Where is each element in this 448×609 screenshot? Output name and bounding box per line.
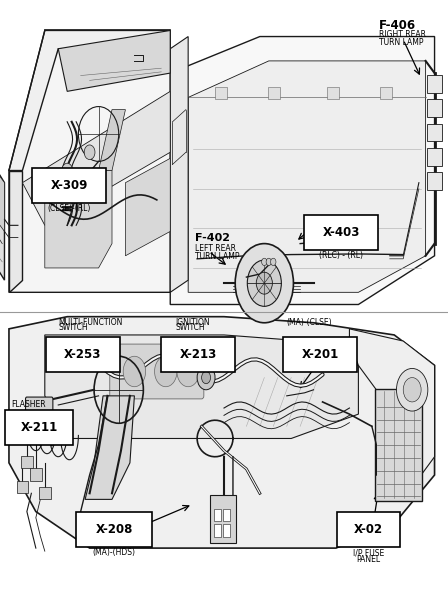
FancyBboxPatch shape [337,512,400,547]
Circle shape [62,163,73,178]
Polygon shape [9,171,22,292]
FancyBboxPatch shape [214,509,221,521]
Circle shape [322,240,327,247]
Circle shape [327,240,332,247]
Circle shape [396,368,428,411]
Circle shape [403,378,421,402]
Circle shape [75,181,86,196]
Polygon shape [22,91,170,225]
Circle shape [271,258,276,266]
Polygon shape [349,329,435,499]
Text: RIGHT REAR: RIGHT REAR [379,30,426,40]
Text: (MA)-(HDS): (MA)-(HDS) [93,548,136,557]
FancyBboxPatch shape [427,124,442,141]
Polygon shape [170,37,435,304]
Text: MULTI-FUNCTION: MULTI-FUNCTION [58,318,123,327]
Circle shape [262,258,267,266]
Circle shape [247,260,281,306]
FancyBboxPatch shape [223,509,230,521]
Text: X-403: X-403 [323,226,360,239]
Text: (CLSE)-(RL): (CLSE)-(RL) [48,204,91,213]
Polygon shape [188,61,426,292]
Text: TURN LAMP: TURN LAMP [195,252,239,261]
FancyBboxPatch shape [76,512,152,547]
FancyBboxPatch shape [210,495,236,543]
Text: TURN LAMP: TURN LAMP [379,38,423,48]
FancyBboxPatch shape [380,87,392,99]
Circle shape [202,371,211,384]
FancyBboxPatch shape [327,87,339,99]
Text: X-02: X-02 [353,523,383,537]
FancyBboxPatch shape [5,410,73,445]
FancyBboxPatch shape [427,172,442,190]
Circle shape [84,145,95,160]
Circle shape [197,365,215,390]
Text: (MA)-(CLSE): (MA)-(CLSE) [287,318,332,327]
FancyBboxPatch shape [375,389,422,501]
Text: PANEL: PANEL [356,555,380,565]
FancyBboxPatch shape [223,524,230,537]
Polygon shape [99,110,125,171]
FancyBboxPatch shape [17,481,28,493]
Text: X-211: X-211 [20,421,58,434]
FancyBboxPatch shape [215,87,227,99]
Text: SWITCH: SWITCH [58,323,88,332]
Text: X-309: X-309 [51,179,88,192]
Polygon shape [125,158,170,256]
FancyBboxPatch shape [427,148,442,166]
Text: X-253: X-253 [64,348,102,361]
Polygon shape [9,317,435,548]
Text: X-208: X-208 [95,523,133,537]
Polygon shape [58,30,170,91]
Polygon shape [45,171,112,268]
Polygon shape [45,335,358,438]
Circle shape [331,240,336,247]
Text: X-201: X-201 [302,348,339,361]
Text: (RLC) - (RL): (RLC) - (RL) [319,251,363,260]
Polygon shape [0,158,4,231]
Circle shape [318,240,323,247]
Polygon shape [170,37,188,292]
Text: SWITCH: SWITCH [176,323,205,332]
Polygon shape [85,396,134,499]
Text: FLASHER: FLASHER [11,400,46,409]
FancyBboxPatch shape [21,456,33,468]
Circle shape [177,356,199,387]
FancyBboxPatch shape [46,337,120,372]
Circle shape [256,272,272,294]
Text: X-213: X-213 [179,348,217,361]
Polygon shape [9,30,170,171]
Polygon shape [9,30,170,292]
FancyBboxPatch shape [305,215,379,250]
FancyBboxPatch shape [110,344,204,399]
Circle shape [123,356,146,387]
Text: F-402: F-402 [195,233,230,242]
Circle shape [155,356,177,387]
FancyBboxPatch shape [427,99,442,117]
FancyBboxPatch shape [33,168,107,203]
Text: LEFT REAR: LEFT REAR [195,244,236,253]
FancyBboxPatch shape [39,487,51,499]
Text: I/P FUSE: I/P FUSE [353,548,384,557]
Polygon shape [0,146,4,280]
FancyBboxPatch shape [214,524,221,537]
FancyBboxPatch shape [30,468,42,481]
FancyBboxPatch shape [26,397,53,425]
Circle shape [235,244,293,323]
FancyBboxPatch shape [427,75,442,93]
Text: IGNITION: IGNITION [176,318,210,327]
FancyBboxPatch shape [161,337,235,372]
Circle shape [266,258,271,266]
FancyBboxPatch shape [268,87,280,99]
Text: F-406: F-406 [379,19,416,32]
FancyBboxPatch shape [283,337,358,372]
